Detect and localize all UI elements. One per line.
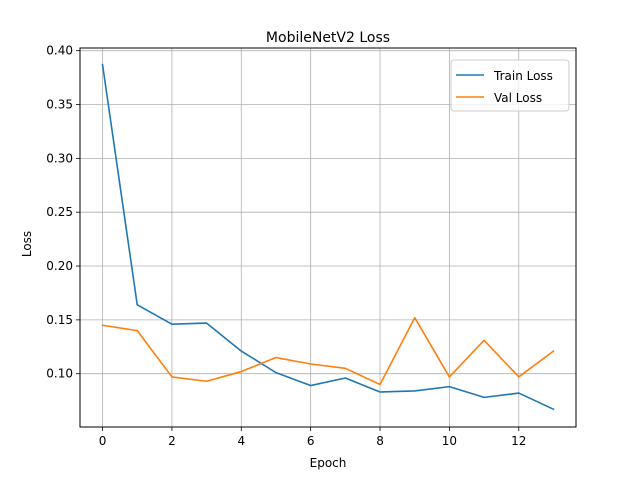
legend: Train Loss Val Loss bbox=[450, 59, 570, 112]
y-tick-label: 0.40 bbox=[46, 44, 73, 58]
y-tick-label: 0.35 bbox=[46, 98, 73, 112]
series-line-train-loss bbox=[101, 63, 555, 411]
y-tick-label: 0.15 bbox=[46, 313, 73, 327]
y-tick-label: 0.25 bbox=[46, 205, 73, 219]
y-tick-label: 0.20 bbox=[46, 259, 73, 273]
plot-frame bbox=[79, 47, 577, 428]
x-axis-label: Epoch bbox=[310, 456, 347, 470]
legend-box bbox=[450, 59, 570, 112]
x-tick-label: 8 bbox=[376, 434, 384, 448]
y-axis-label: Loss bbox=[20, 231, 34, 257]
chart-title: MobileNetV2 Loss bbox=[266, 30, 390, 46]
y-tick-label: 0.30 bbox=[46, 151, 73, 165]
legend-label-val-loss: Val Loss bbox=[494, 91, 542, 105]
x-tick-label: 12 bbox=[511, 434, 526, 448]
axis-ticks: 0 2 4 6 8 10 12 0.10 0.15 0.20 0.25 0.30 0.35 0.40 bbox=[46, 44, 526, 448]
x-tick-label: 2 bbox=[168, 434, 176, 448]
legend-label-train-loss: Train Loss bbox=[493, 69, 553, 83]
series-lines bbox=[101, 63, 555, 411]
series-line-val-loss bbox=[101, 316, 555, 386]
x-tick-label: 6 bbox=[307, 434, 315, 448]
x-tick-label: 0 bbox=[99, 434, 107, 448]
x-tick-label: 4 bbox=[237, 434, 245, 448]
y-tick-label: 0.10 bbox=[46, 367, 73, 381]
x-tick-label: 10 bbox=[442, 434, 457, 448]
